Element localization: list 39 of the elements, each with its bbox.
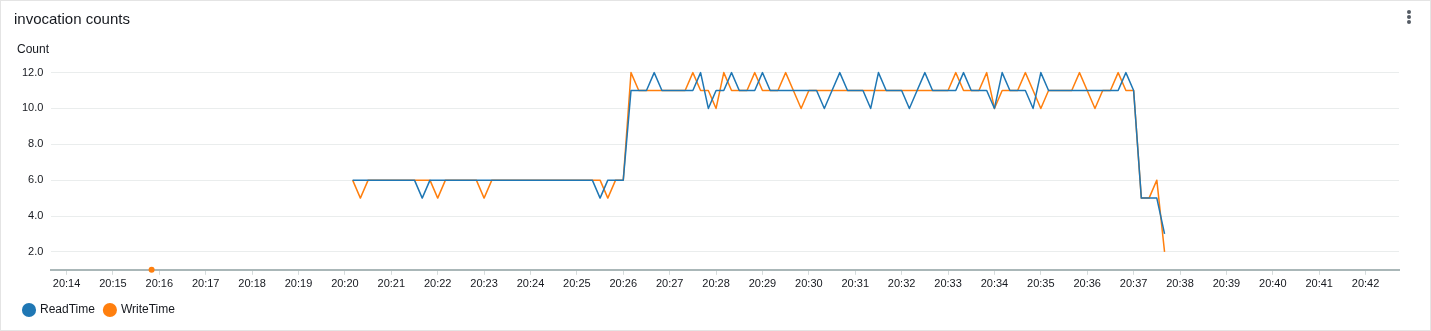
legend-label: WriteTime — [120, 302, 176, 317]
x-tick-label: 20:31 — [841, 277, 870, 290]
x-tick-label: 20:26 — [609, 277, 638, 290]
x-tick-label: 20:14 — [52, 277, 81, 290]
x-tick-label: 20:35 — [1027, 277, 1055, 290]
x-tick-label: 20:39 — [1212, 277, 1241, 290]
x-tick-label: 20:29 — [748, 277, 777, 290]
x-tick-label: 20:24 — [516, 277, 545, 290]
y-tick-label: 6.0 — [28, 173, 44, 186]
x-tick-label: 20:23 — [470, 277, 498, 290]
x-tick-label: 20:30 — [795, 277, 823, 290]
x-tick-label: 20:37 — [1119, 277, 1148, 290]
y-tick-label: 2.0 — [28, 244, 44, 257]
y-axis-title: Count — [17, 42, 50, 56]
y-tick-label: 4.0 — [28, 209, 44, 222]
y-tick-label: 10.0 — [21, 101, 44, 114]
x-tick-label: 20:17 — [191, 277, 220, 290]
legend-label: ReadTime — [40, 302, 96, 317]
x-tick-label: 20:15 — [99, 277, 127, 290]
x-tick-label: 20:21 — [377, 277, 406, 290]
x-tick-label: 20:16 — [145, 277, 174, 290]
x-tick-label: 20:20 — [331, 277, 359, 290]
chart-title: invocation counts — [14, 10, 130, 27]
x-tick-label: 20:38 — [1166, 277, 1194, 290]
y-tick-label: 12.0 — [21, 65, 44, 78]
x-tick-label: 20:33 — [934, 277, 962, 290]
x-tick-label: 20:22 — [423, 277, 452, 290]
x-tick-label: 20:42 — [1351, 277, 1380, 290]
x-tick-label: 20:34 — [980, 277, 1009, 290]
x-tick-label: 20:18 — [238, 277, 266, 290]
x-tick-label: 20:19 — [284, 277, 313, 290]
x-tick-label: 20:28 — [702, 277, 730, 290]
x-tick-label: 20:32 — [887, 277, 916, 290]
x-tick-label: 20:25 — [563, 277, 591, 290]
x-tick-label: 20:36 — [1073, 277, 1101, 290]
x-tick-label: 20:41 — [1305, 277, 1333, 290]
x-tick-label: 20:27 — [655, 277, 684, 290]
y-tick-label: 8.0 — [28, 137, 44, 150]
x-tick-label: 20:40 — [1259, 277, 1287, 290]
